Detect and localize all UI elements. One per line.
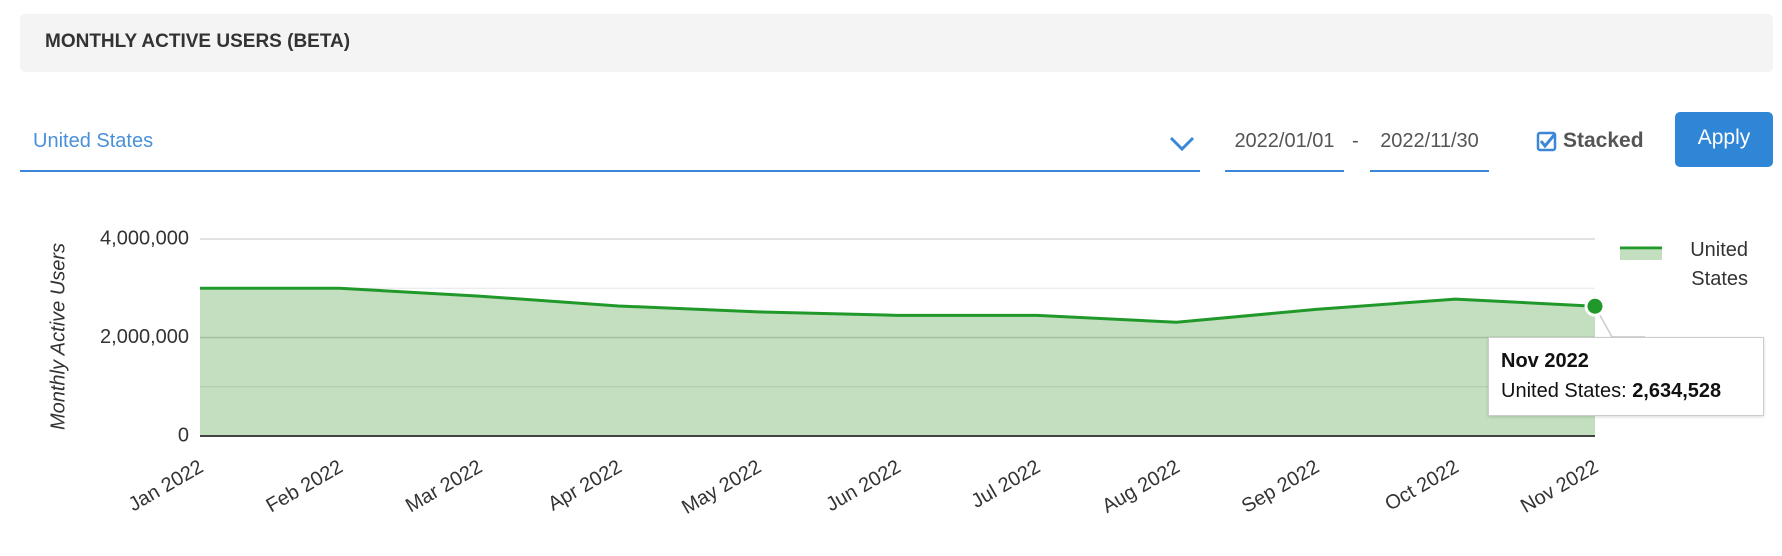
x-tick-label: Nov 2022 (1517, 456, 1602, 518)
country-select[interactable]: United States (20, 128, 1200, 172)
date-separator: - (1352, 130, 1359, 152)
area (200, 288, 1595, 436)
tooltip-title: Nov 2022 (1501, 350, 1589, 372)
tooltip-line: United States: 2,634,528 (1501, 380, 1721, 403)
legend-swatch (1620, 250, 1662, 260)
hover-point (1584, 295, 1606, 317)
start-date-text: 2022/01/01 (1234, 130, 1335, 152)
header-bar (20, 14, 1773, 72)
stacked-label[interactable]: Stacked (1563, 129, 1644, 152)
x-tick-label: May 2022 (678, 456, 765, 519)
y-tick-label: 2,000,000 (100, 326, 189, 348)
x-tick-label: Jan 2022 (125, 456, 207, 516)
checkbox-box (1536, 131, 1557, 152)
y-axis-title: Monthly Active Users (47, 242, 70, 431)
x-tick-label: Apr 2022 (544, 456, 625, 516)
x-tick-label: Feb 2022 (262, 456, 346, 517)
country-value: United States (33, 130, 154, 152)
end-date-text: 2022/11/30 (1380, 130, 1479, 152)
y-tick-label: 0 (178, 424, 189, 446)
tooltip: Nov 2022 United States: 2,634,528 (1488, 337, 1764, 416)
apply-button[interactable]: Apply (1675, 112, 1773, 167)
tooltip-value: 2,634,528 (1632, 380, 1722, 402)
chevron (1169, 136, 1195, 152)
x-tick-label: Jul 2022 (968, 456, 1044, 513)
x-tick-label: Mar 2022 (402, 456, 486, 517)
x-tick-label: Oct 2022 (1381, 456, 1462, 516)
legend-label[interactable]: United States (1690, 239, 1748, 290)
tooltip-label: United States: (1501, 380, 1627, 402)
x-tick-label: Aug 2022 (1098, 456, 1183, 518)
line (200, 286, 1596, 324)
end-date[interactable]: 2022/11/30 (1370, 128, 1489, 172)
start-date[interactable]: 2022/01/01 (1225, 128, 1344, 172)
panel-title: MONTHLY ACTIVE USERS (BETA) (45, 31, 351, 52)
x-tick-label: Jun 2022 (822, 456, 904, 516)
x-tick-label: Sep 2022 (1238, 456, 1323, 518)
stacked-checkbox[interactable] (1535, 130, 1559, 154)
checkmark (1539, 133, 1557, 149)
y-tick-label: 4,000,000 (100, 227, 189, 249)
